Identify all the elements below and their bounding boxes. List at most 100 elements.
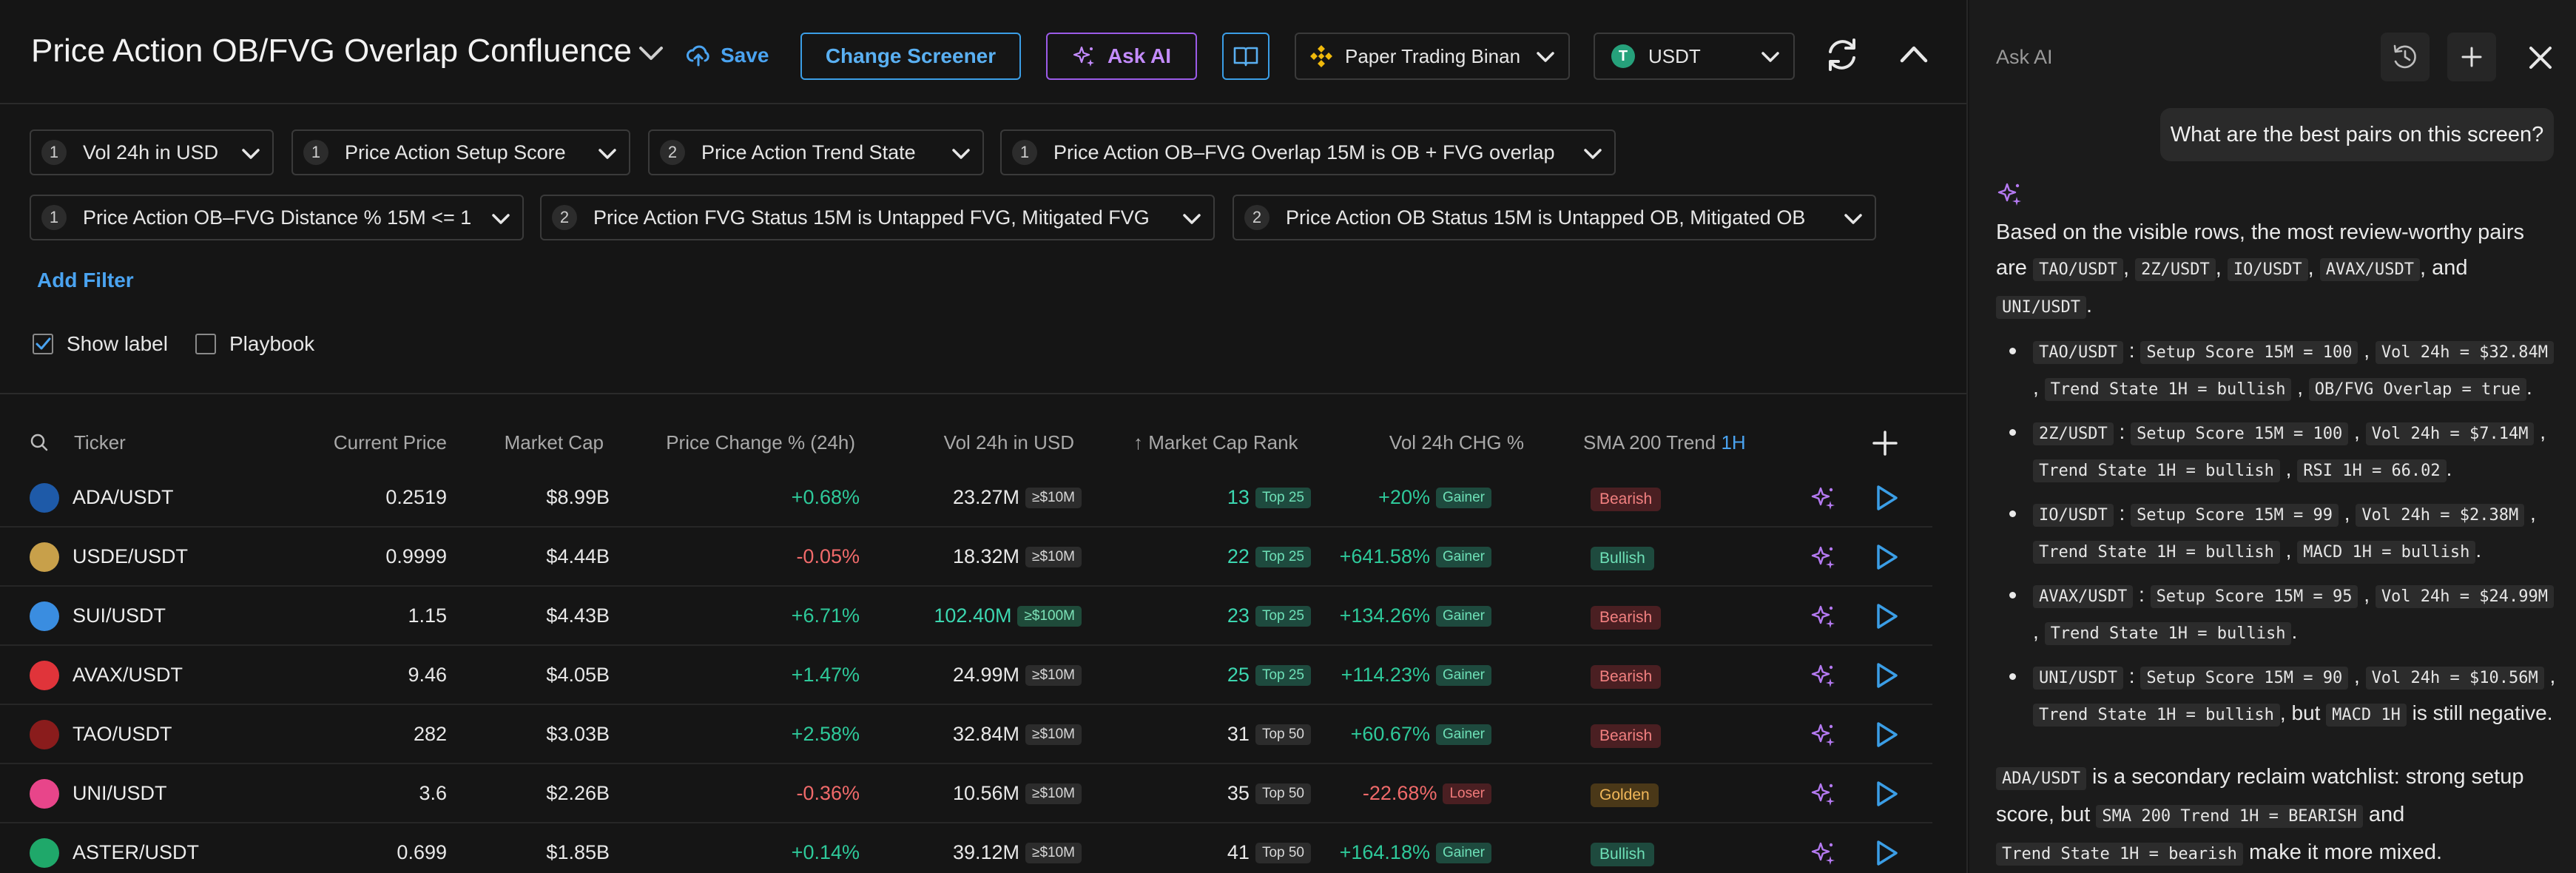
filter-chip[interactable]: 2 Price Action FVG Status 15M is Untappe… bbox=[540, 195, 1215, 240]
checkmark-icon bbox=[36, 337, 51, 350]
ticker-symbol[interactable]: ASTER/USDT bbox=[73, 841, 200, 863]
add-filter-button[interactable]: Add Filter bbox=[37, 269, 134, 291]
col-vol-24h-chg[interactable]: Vol 24h CHG % bbox=[1389, 431, 1524, 454]
chevron-down-icon[interactable] bbox=[638, 44, 664, 62]
ticker-symbol[interactable]: USDE/USDT bbox=[73, 545, 189, 567]
playbook-checkbox[interactable]: Playbook bbox=[195, 332, 314, 356]
volchg-value: +20% bbox=[1378, 486, 1430, 508]
rank-value: 22 bbox=[1227, 545, 1250, 567]
play-icon[interactable] bbox=[1873, 661, 1900, 690]
ticker-symbol[interactable]: SUI/USDT bbox=[73, 604, 166, 627]
list-item: TAO/USDT : Setup Score 15M = 100 , Vol 2… bbox=[1996, 333, 2558, 407]
rank-tag-badge: Top 50 bbox=[1255, 783, 1311, 804]
ticker-symbol[interactable]: AVAX/USDT bbox=[73, 664, 183, 686]
play-icon[interactable] bbox=[1873, 601, 1900, 631]
filter-chip[interactable]: 1 Price Action OB–FVG Distance % 15M <= … bbox=[30, 195, 524, 240]
col-ticker[interactable]: Ticker bbox=[74, 431, 126, 454]
table-row[interactable]: UNI/USDT 3.6 $2.26B -0.36% 10.56M ≥$10M 35 Top … bbox=[0, 764, 1932, 823]
change-screener-button[interactable]: Change Screener bbox=[800, 33, 1021, 80]
play-icon[interactable] bbox=[1873, 779, 1900, 809]
filter-area: 1 Vol 24h in USD 1 Price Action Setup Sc… bbox=[0, 104, 1966, 394]
filter-chip[interactable]: 1 Vol 24h in USD bbox=[30, 129, 274, 175]
ai-sparkle-icon[interactable] bbox=[1810, 485, 1836, 511]
playbook-button[interactable] bbox=[1222, 33, 1270, 80]
ticker-symbol[interactable]: TAO/USDT bbox=[73, 723, 172, 745]
vol-24h: 102.40M ≥$100M bbox=[934, 604, 1082, 627]
ask-ai-label: Ask AI bbox=[1107, 44, 1172, 67]
filter-chip[interactable]: 2 Price Action OB Status 15M is Untapped… bbox=[1233, 195, 1876, 240]
chevron-down-icon bbox=[1537, 52, 1554, 62]
volchg-value: +60.67% bbox=[1350, 723, 1430, 745]
currency-select[interactable]: T USDT bbox=[1594, 33, 1795, 80]
ai-panel: Ask AI What are the best pairs on this s… bbox=[1969, 0, 2576, 873]
filter-chip[interactable]: 1 Price Action Setup Score bbox=[291, 129, 630, 175]
filter-label: Price Action Setup Score bbox=[345, 141, 566, 164]
code-metric: Setup Score 15M = 95 bbox=[2150, 585, 2358, 608]
show-label-checkbox[interactable]: Show label bbox=[33, 332, 168, 356]
coin-icon bbox=[30, 542, 59, 572]
show-label-text: Show label bbox=[67, 332, 168, 355]
ai-sparkle-icon[interactable] bbox=[1810, 781, 1836, 807]
play-icon[interactable] bbox=[1873, 483, 1900, 513]
table-row[interactable]: ADA/USDT 0.2519 $8.99B +0.68% 23.27M ≥$10M 13 T… bbox=[0, 468, 1932, 527]
chevron-up-icon[interactable] bbox=[1898, 41, 1929, 67]
table-row[interactable]: USDE/USDT 0.9999 $4.44B -0.05% 18.32M ≥$10M 22… bbox=[0, 527, 1932, 587]
ai-sparkle-icon[interactable] bbox=[1810, 721, 1836, 748]
volchg-tag-badge: Gainer bbox=[1435, 724, 1491, 745]
volchg-tag-badge: Gainer bbox=[1435, 843, 1491, 863]
sma-timeframe[interactable]: 1H bbox=[1721, 431, 1746, 454]
screener-title[interactable]: Price Action OB/FVG Overlap Confluence bbox=[31, 33, 632, 69]
code-metric: Trend State 1H = bullish bbox=[2033, 704, 2280, 727]
current-price: 3.6 bbox=[419, 782, 447, 804]
rank-value: 35 bbox=[1227, 782, 1250, 804]
ticker-symbol[interactable]: ADA/USDT bbox=[73, 486, 174, 508]
market-cap-rank: 22 Top 25 bbox=[1227, 545, 1311, 568]
filter-label: Price Action OB–FVG Overlap 15M is OB + … bbox=[1053, 141, 1555, 164]
col-price-change[interactable]: Price Change % (24h) bbox=[666, 431, 855, 454]
close-icon[interactable] bbox=[2526, 43, 2555, 73]
summary-text: make it more mixed. bbox=[2248, 840, 2443, 864]
ai-sparkle-icon[interactable] bbox=[1810, 662, 1836, 689]
history-button[interactable] bbox=[2381, 33, 2430, 81]
coin-icon bbox=[30, 483, 59, 513]
ai-sparkle-icon[interactable] bbox=[1810, 840, 1836, 866]
summary-text: and bbox=[2368, 803, 2405, 826]
exchange-select[interactable]: Paper Trading Binan bbox=[1295, 33, 1570, 80]
filter-chip[interactable]: 1 Price Action OB–FVG Overlap 15M is OB … bbox=[1000, 129, 1616, 175]
ai-sparkle-icon[interactable] bbox=[1810, 544, 1836, 570]
table-row[interactable]: AVAX/USDT 9.46 $4.05B +1.47% 24.99M ≥$10M 25 To… bbox=[0, 646, 1932, 705]
add-column-icon[interactable] bbox=[1872, 430, 1898, 456]
table-row[interactable]: SUI/USDT 1.15 $4.43B +6.71% 102.40M ≥$100M 23 T… bbox=[0, 587, 1932, 646]
ticker-symbol[interactable]: UNI/USDT bbox=[73, 782, 167, 804]
code-metric: SMA 200 Trend 1H = BEARISH bbox=[2096, 805, 2363, 828]
play-icon[interactable] bbox=[1873, 542, 1900, 572]
ask-ai-button[interactable]: Ask AI bbox=[1046, 33, 1197, 80]
current-price: 0.2519 bbox=[385, 486, 447, 508]
col-sma-200-trend[interactable]: SMA 200 Trend 1H bbox=[1583, 431, 1746, 454]
play-icon[interactable] bbox=[1873, 720, 1900, 749]
vol-24h: 18.32M ≥$10M bbox=[953, 545, 1082, 568]
list-item: AVAX/USDT : Setup Score 15M = 95 , Vol 2… bbox=[1996, 577, 2558, 651]
table-row[interactable]: TAO/USDT 282 $3.03B +2.58% 32.84M ≥$10M 31 Top … bbox=[0, 705, 1932, 764]
col-current-price[interactable]: Current Price bbox=[333, 431, 447, 454]
code-pair: ADA/USDT bbox=[1996, 767, 2086, 790]
code-metric: Trend State 1H = bullish bbox=[2033, 459, 2280, 482]
col-vol-24h[interactable]: Vol 24h in USD bbox=[943, 431, 1074, 454]
vol-value: 18.32M bbox=[952, 545, 1020, 567]
code-metric: Trend State 1H = bullish bbox=[2033, 541, 2280, 564]
refresh-icon[interactable] bbox=[1821, 34, 1863, 75]
filter-chip[interactable]: 2 Price Action Trend State bbox=[648, 129, 984, 175]
table-row[interactable]: ASTER/USDT 0.699 $1.85B +0.14% 39.12M ≥$10M 41… bbox=[0, 823, 1932, 873]
search-icon[interactable] bbox=[30, 433, 49, 452]
market-cap: $4.05B bbox=[546, 664, 610, 686]
ai-sparkle-icon[interactable] bbox=[1810, 603, 1836, 630]
col-market-cap[interactable]: Market Cap bbox=[504, 431, 604, 454]
bullet-but: , but bbox=[2279, 701, 2321, 724]
filter-label: Vol 24h in USD bbox=[83, 141, 219, 164]
col-market-cap-rank[interactable]: ↑ Market Cap Rank bbox=[1133, 431, 1298, 454]
rank-tag-badge: Top 25 bbox=[1255, 488, 1311, 508]
chevron-down-icon bbox=[1844, 214, 1862, 224]
play-icon[interactable] bbox=[1873, 838, 1900, 868]
save-button[interactable]: Save bbox=[687, 38, 769, 73]
new-chat-button[interactable] bbox=[2447, 33, 2496, 81]
